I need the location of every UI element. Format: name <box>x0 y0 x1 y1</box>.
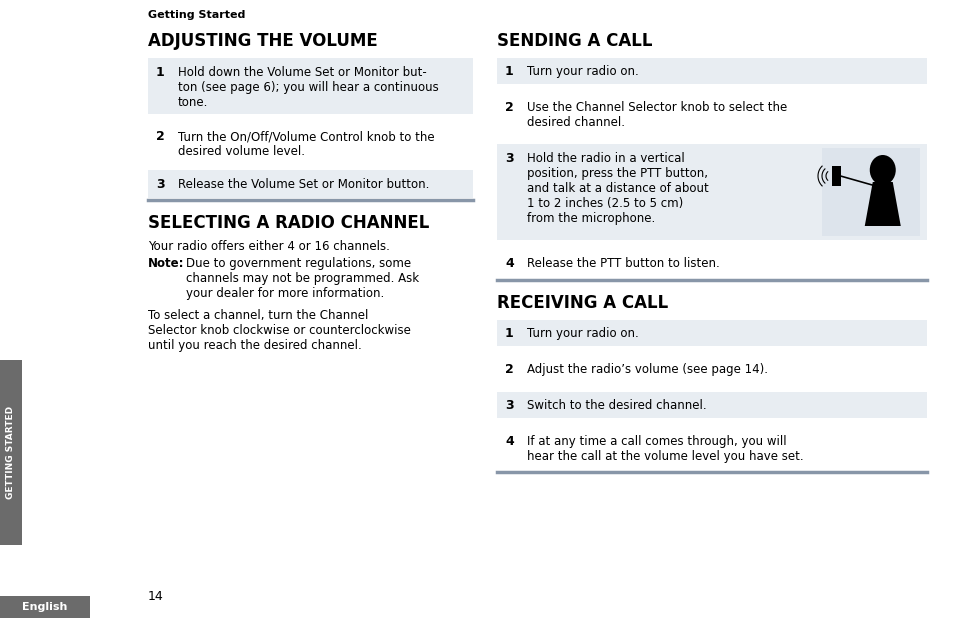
Text: Switch to the desired channel.: Switch to the desired channel. <box>526 399 706 412</box>
Text: Turn your radio on.: Turn your radio on. <box>526 327 639 340</box>
Text: RECEIVING A CALL: RECEIVING A CALL <box>497 294 667 312</box>
Text: If at any time a call comes through, you will
hear the call at the volume level : If at any time a call comes through, you… <box>526 435 802 463</box>
Text: Due to government regulations, some
channels may not be programmed. Ask
your dea: Due to government regulations, some chan… <box>186 257 418 300</box>
Text: 1: 1 <box>504 65 514 78</box>
Text: 1: 1 <box>504 327 514 340</box>
Text: To select a channel, turn the Channel
Selector knob clockwise or counterclockwis: To select a channel, turn the Channel Se… <box>148 309 411 352</box>
Text: Adjust the radio’s volume (see page 14).: Adjust the radio’s volume (see page 14). <box>526 363 767 376</box>
Bar <box>0 360 22 545</box>
Bar <box>497 392 926 418</box>
Text: 3: 3 <box>156 178 165 191</box>
Text: Hold down the Volume Set or Monitor but-
ton (see page 6); you will hear a conti: Hold down the Volume Set or Monitor but-… <box>178 66 438 109</box>
Text: Turn the On/Off/Volume Control knob to the
desired volume level.: Turn the On/Off/Volume Control knob to t… <box>178 130 435 158</box>
Text: 1: 1 <box>156 66 165 79</box>
Text: Getting Started: Getting Started <box>148 10 245 20</box>
Bar <box>497 320 926 346</box>
Bar <box>821 148 919 236</box>
Text: Release the PTT button to listen.: Release the PTT button to listen. <box>526 257 719 270</box>
Bar <box>831 166 841 186</box>
Text: 2: 2 <box>156 130 165 143</box>
Polygon shape <box>863 182 900 226</box>
Text: ADJUSTING THE VOLUME: ADJUSTING THE VOLUME <box>148 32 377 50</box>
Text: Your radio offers either 4 or 16 channels.: Your radio offers either 4 or 16 channel… <box>148 240 390 253</box>
Text: 2: 2 <box>504 101 514 114</box>
Text: Release the Volume Set or Monitor button.: Release the Volume Set or Monitor button… <box>178 178 429 191</box>
Bar <box>148 58 473 114</box>
Bar <box>497 144 926 240</box>
Text: 4: 4 <box>504 435 514 448</box>
Text: 3: 3 <box>504 152 513 165</box>
Text: SENDING A CALL: SENDING A CALL <box>497 32 652 50</box>
Text: English: English <box>22 602 68 612</box>
Bar <box>0 596 90 618</box>
Text: 14: 14 <box>148 590 164 603</box>
Polygon shape <box>833 175 878 186</box>
Bar <box>148 170 473 198</box>
Text: Hold the radio in a vertical
position, press the PTT button,
and talk at a dista: Hold the radio in a vertical position, p… <box>526 152 708 225</box>
Bar <box>497 58 926 84</box>
Ellipse shape <box>869 155 895 185</box>
Text: GETTING STARTED: GETTING STARTED <box>7 406 15 499</box>
Text: 2: 2 <box>504 363 514 376</box>
Text: Use the Channel Selector knob to select the
desired channel.: Use the Channel Selector knob to select … <box>526 101 786 129</box>
Text: 4: 4 <box>504 257 514 270</box>
Text: Turn your radio on.: Turn your radio on. <box>526 65 639 78</box>
Text: Note:: Note: <box>148 257 184 270</box>
Text: SELECTING A RADIO CHANNEL: SELECTING A RADIO CHANNEL <box>148 214 429 232</box>
Text: 3: 3 <box>504 399 513 412</box>
